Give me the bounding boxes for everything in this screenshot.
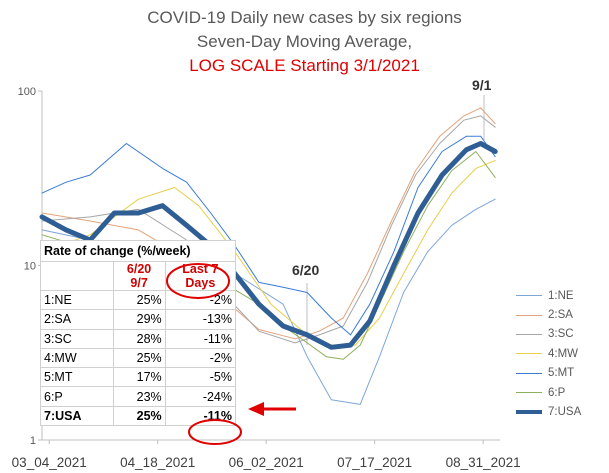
table-row: 4:MW 25% -2% <box>40 347 237 369</box>
y-tick-label: 1 <box>30 435 36 447</box>
legend-label: 4:MW <box>548 347 579 360</box>
annotation-9-1: 9/1 <box>472 77 492 93</box>
y-tick-label: 100 <box>18 86 36 98</box>
table-row: 1:NE 25% -2% <box>40 289 237 311</box>
legend-swatch <box>516 410 542 415</box>
table-row: 7:USA 25% -11% <box>40 405 237 427</box>
table-row: 6:P 23% -24% <box>40 386 237 407</box>
table-cell-last7: -13% <box>164 309 237 330</box>
x-tick-label: 07_17_2021 <box>337 455 412 470</box>
table-header-last7-line2: Days <box>185 276 216 290</box>
legend-swatch <box>516 333 542 335</box>
table-title: Rate of change (%/week) <box>40 240 236 262</box>
chart-subtitle-log-scale: LOG SCALE Starting 3/1/2021 <box>189 56 420 75</box>
table-cell-since: 25% <box>112 347 166 369</box>
x-tick-label: 03_04_2021 <box>12 455 87 470</box>
table-cell-since: 17% <box>112 367 166 388</box>
table-row: 5:MT 17% -5% <box>40 367 237 388</box>
legend-label: 7:USA <box>548 406 582 419</box>
table-header-since-line2: 9/7 <box>130 276 148 290</box>
x-tick-label: 08_31_2021 <box>446 455 521 470</box>
table-cell-region: 2:SA <box>40 309 114 330</box>
chart-subtitle: Seven-Day Moving Average, <box>196 32 413 51</box>
legend-item: 4:MW <box>516 344 581 363</box>
legend-item: 7:USA <box>516 402 581 421</box>
legend-swatch <box>516 314 542 316</box>
table-cell-last7: -24% <box>164 386 237 407</box>
legend-swatch <box>516 392 542 394</box>
chart-title: COVID-19 Daily new cases by six regions <box>147 8 462 27</box>
annotation-6-20: 6/20 <box>292 262 320 278</box>
table-cell-region: 3:SC <box>40 328 114 349</box>
table-cell-last7: -5% <box>164 367 237 388</box>
table-row: 2:SA 29% -13% <box>40 309 237 330</box>
legend-swatch <box>516 372 542 374</box>
y-tick-label: 10 <box>24 261 36 273</box>
table-header-last7-line1: Last 7 <box>182 262 219 276</box>
table-cell-region: 6:P <box>40 386 114 407</box>
table-header-last7: Last 7 Days <box>164 261 237 291</box>
legend-swatch <box>516 353 542 355</box>
table-cell-since: 29% <box>112 309 166 330</box>
table-cell-since: 23% <box>112 386 166 407</box>
table-header-since-line1: 6/20 <box>126 262 152 276</box>
x-tick-label: 04_18_2021 <box>120 455 195 470</box>
legend-label: 5:MT <box>548 367 575 380</box>
table-cell-since: 25% <box>112 289 166 311</box>
table-cell-since: 28% <box>112 328 166 349</box>
chart-legend: 1:NE 2:SA 3:SC 4:MW 5:MT 6:P 7:USA <box>516 286 581 422</box>
table-cell-region: 5:MT <box>40 367 114 388</box>
table-cell-since: 25% <box>112 405 166 427</box>
series-line-7-usa <box>39 141 498 350</box>
table-cell-last7: -11% <box>164 328 237 349</box>
table-cell-last7: -11% <box>164 405 237 427</box>
table-cell-last7: -2% <box>164 289 237 311</box>
legend-label: 1:NE <box>548 289 574 302</box>
table-cell-region: 7:USA <box>40 405 114 427</box>
series-line-5-mt <box>41 135 496 336</box>
table-row: 3:SC 28% -11% <box>40 328 237 349</box>
legend-label: 3:SC <box>548 328 574 341</box>
table-header-since: 6/20 9/7 <box>112 261 166 291</box>
rate-of-change-table: Rate of change (%/week) 6/20 9/7 Last 7 … <box>40 240 237 427</box>
legend-item: 2:SA <box>516 305 581 324</box>
legend-item: 1:NE <box>516 286 581 305</box>
legend-item: 5:MT <box>516 364 581 383</box>
series-line-3-sc <box>41 115 496 344</box>
legend-swatch <box>516 295 542 297</box>
legend-item: 6:P <box>516 383 581 402</box>
table-title-row: Rate of change (%/week) <box>40 240 236 262</box>
legend-item: 3:SC <box>516 325 581 344</box>
table-cell-region: 1:NE <box>40 289 114 311</box>
x-tick-label: 06_02_2021 <box>229 455 304 470</box>
table-header-empty <box>40 261 114 291</box>
table-header-row: 6/20 9/7 Last 7 Days <box>40 261 237 291</box>
table-cell-region: 4:MW <box>40 347 114 369</box>
table-cell-last7: -2% <box>164 347 237 369</box>
legend-label: 2:SA <box>548 309 573 322</box>
legend-label: 6:P <box>548 386 566 399</box>
